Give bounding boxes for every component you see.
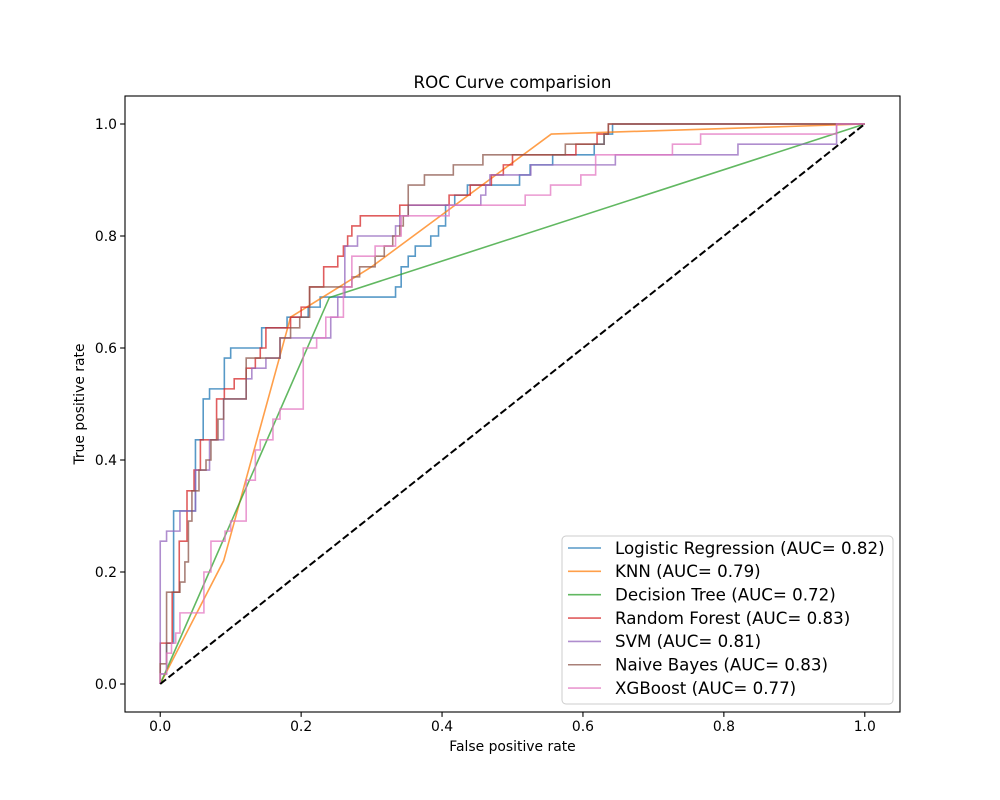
y-axis-ticks: 0.0 0.2 0.4 0.6 0.8 1.0 <box>95 117 125 693</box>
legend-label: Decision Tree (AUC= 0.72) <box>615 586 836 605</box>
x-tick-label: 0.0 <box>149 719 171 735</box>
chart-title: ROC Curve comparision <box>414 73 612 92</box>
plot-lines <box>159 123 866 685</box>
roc-curve-xgboost <box>159 123 865 684</box>
legend-entry: Decision Tree (AUC= 0.72) <box>568 586 836 605</box>
x-tick-label: 0.6 <box>572 719 594 735</box>
legend-label: KNN (AUC= 0.79) <box>615 562 761 581</box>
legend-label: Random Forest (AUC= 0.83) <box>615 609 850 628</box>
legend: Logistic Regression (AUC= 0.82) KNN (AUC=… <box>561 535 894 705</box>
roc-curve-naive-bayes <box>159 123 865 684</box>
legend-label: Naive Bayes (AUC= 0.83) <box>615 656 828 675</box>
y-tick-label: 0.0 <box>95 677 117 693</box>
x-axis-label: False positive rate <box>449 739 575 755</box>
x-axis-ticks: 0.0 0.2 0.4 0.6 0.8 1.0 <box>149 712 876 735</box>
y-tick-label: 0.2 <box>95 565 117 581</box>
roc-curve-knn <box>159 123 865 685</box>
y-tick-label: 1.0 <box>95 117 117 133</box>
x-tick-label: 0.2 <box>290 719 312 735</box>
x-tick-label: 1.0 <box>854 719 876 735</box>
roc-curve-svm <box>159 123 865 684</box>
legend-box <box>561 535 894 705</box>
legend-label: Logistic Regression (AUC= 0.82) <box>615 539 885 558</box>
x-tick-label: 0.8 <box>713 719 735 735</box>
legend-label: SVM (AUC= 0.81) <box>615 632 761 651</box>
x-tick-label: 0.4 <box>431 719 453 735</box>
axes-frame <box>124 95 901 713</box>
y-tick-label: 0.8 <box>95 229 117 245</box>
legend-entry: XGBoost (AUC= 0.77) <box>568 679 796 698</box>
legend-label: XGBoost (AUC= 0.77) <box>615 679 796 698</box>
y-axis-label: True positive rate <box>72 343 88 465</box>
reference-line-group <box>159 123 866 685</box>
legend-entry: Random Forest (AUC= 0.83) <box>568 609 850 628</box>
y-tick-label: 0.4 <box>95 453 117 469</box>
legend-entry: Logistic Regression (AUC= 0.82) <box>568 539 885 558</box>
legend-entry: KNN (AUC= 0.79) <box>568 562 761 581</box>
chance-diagonal-line <box>159 123 866 685</box>
legend-entry: SVM (AUC= 0.81) <box>568 632 761 651</box>
roc-curve-decision-tree <box>159 123 866 685</box>
legend-entry: Naive Bayes (AUC= 0.83) <box>568 656 828 675</box>
y-tick-label: 0.6 <box>95 341 117 357</box>
